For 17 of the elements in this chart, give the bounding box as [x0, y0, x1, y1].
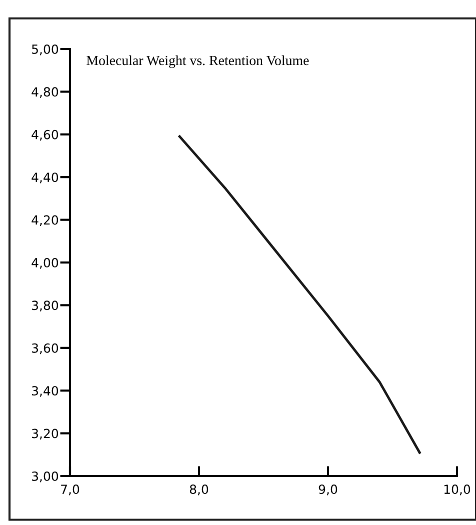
- y-tick-label: 4,00: [32, 258, 58, 269]
- y-tick-label: 3,20: [32, 428, 58, 440]
- y-tick-label: 4,20: [32, 215, 58, 226]
- y-tick-label: 3,00: [32, 471, 58, 482]
- y-tick-label: 4,80: [32, 87, 58, 98]
- y-tick-label: 3,80: [32, 300, 58, 312]
- line-series: [178, 135, 421, 454]
- x-tick-label: 7,0: [61, 484, 80, 496]
- y-tick-label: 5,00: [32, 44, 58, 56]
- x-tick-label: 9,0: [318, 484, 338, 496]
- x-tick-label: 10,0: [444, 484, 470, 496]
- y-tick-label: 3,60: [32, 343, 58, 354]
- y-tick-label: 4,40: [32, 172, 58, 184]
- chart-title: Molecular Weight vs. Retention Volume: [86, 55, 309, 68]
- y-tick-label: 3,40: [32, 386, 58, 397]
- x-tick-label: 8,0: [190, 484, 208, 496]
- y-tick-label: 4,60: [32, 130, 58, 141]
